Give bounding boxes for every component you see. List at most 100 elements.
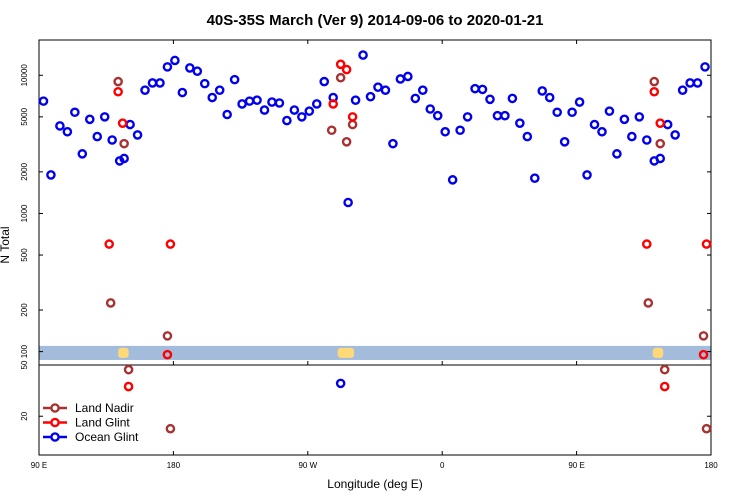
ocean-glint-point (259, 105, 270, 115)
ocean-glint-point (289, 105, 300, 115)
y-upper-tick-label: 2000 (20, 162, 29, 180)
land-glint-point (649, 86, 660, 97)
ocean-glint-point (432, 110, 443, 121)
land-nadir-point (649, 76, 660, 87)
ocean-glint-point (627, 131, 637, 142)
ocean-glint-point (319, 76, 330, 87)
ocean-glint-point (46, 170, 56, 180)
ocean-glint-point (350, 95, 361, 106)
ocean-glint-point (185, 63, 195, 73)
plot-area: 90 E 180 90 W 0 90 E 180 100 200 500 1000 2000 5000… (20, 39, 718, 470)
y-upper-tick-label: 10000 (20, 64, 29, 87)
land-glint-point (117, 118, 128, 128)
ocean-glint-point (507, 93, 518, 104)
ocean-glint-point (214, 85, 225, 95)
ocean-glint-point (425, 104, 436, 114)
legend-label-1: Land Glint (75, 416, 130, 430)
ocean-glint-point (552, 107, 562, 118)
land-nadir-point (698, 331, 709, 341)
land-nadir-point (326, 125, 337, 136)
legend-label-2: Ocean Glint (75, 430, 139, 444)
land-marker-0 (118, 347, 129, 358)
ocean-glint-point (132, 130, 143, 140)
y-upper-tick-label: 200 (20, 303, 29, 317)
land-marker-2 (652, 347, 664, 358)
x-tick-label: 90 W (298, 461, 317, 470)
y-upper-tick-label: 500 (20, 248, 29, 262)
x-tick-label: 90 E (568, 461, 584, 470)
legend-label-0: Land Nadir (75, 401, 134, 415)
y-upper-tick-label: 100 (20, 344, 29, 358)
ocean-glint-point (62, 126, 73, 137)
x-tick-label: 0 (440, 461, 445, 470)
ocean-glint-point (692, 78, 703, 88)
ocean-glint-point (440, 126, 450, 137)
ocean-glint-point (470, 83, 480, 94)
ocean-glint-point (670, 130, 680, 140)
ocean-glint-point (358, 50, 368, 60)
legend-marker-0 (50, 403, 60, 413)
land-nadir-point (105, 298, 116, 308)
ocean-glint-point (177, 87, 188, 98)
land-glint-point (162, 349, 173, 360)
ocean-glint-point (582, 170, 592, 180)
ocean-glint-point (55, 121, 65, 131)
land-nadir-point (347, 119, 358, 130)
land-nadir-point (659, 364, 670, 375)
ocean-glint-point (612, 149, 622, 159)
ocean-glint-point (304, 106, 315, 116)
ocean-glint-point (267, 97, 277, 107)
ocean-glint-point (529, 173, 540, 183)
land-nadir-point (119, 138, 129, 149)
ocean-glint-point (147, 78, 158, 88)
ocean-glint-point (544, 92, 555, 103)
ocean-glint-point (107, 135, 117, 145)
ocean-glint-point (207, 92, 218, 103)
ocean-glint-point (244, 96, 255, 106)
ocean-glint-point (677, 85, 688, 95)
ocean-glint-point (522, 131, 533, 142)
ocean-glint-point (373, 82, 383, 92)
land-glint-point (347, 112, 358, 122)
land-glint-point (123, 381, 134, 392)
land-marker-1 (337, 347, 355, 358)
land-glint-point (341, 64, 352, 75)
ocean-glint-point (125, 119, 135, 130)
ocean-glint-point (567, 107, 577, 118)
y-lower-tick-label: 20 (20, 411, 29, 420)
ocean-glint-point (619, 114, 630, 125)
ocean-glint-point (492, 110, 503, 121)
ocean-glint-point (77, 149, 88, 159)
ocean-glint-point (589, 119, 600, 130)
ocean-glint-point (388, 138, 398, 149)
land-nadir-point (165, 423, 176, 434)
land-nadir-point (701, 423, 712, 434)
ocean-glint-point (199, 78, 210, 89)
ocean-glint-point (559, 136, 570, 147)
lower-panel-frame (38, 364, 712, 456)
ocean-glint-point (70, 107, 80, 118)
reference-band (39, 345, 711, 360)
legend-marker-2 (50, 432, 60, 442)
land-glint-point (328, 99, 338, 109)
ocean-glint-point (515, 118, 525, 128)
land-glint-point (655, 118, 666, 128)
y-upper-tick-label: 1000 (20, 204, 29, 222)
ocean-glint-point (395, 74, 406, 84)
ocean-glint-point (447, 175, 458, 185)
ocean-glint-point (222, 109, 232, 120)
land-glint-point (659, 381, 670, 392)
ocean-glint-point (119, 153, 129, 164)
ocean-glint-point (685, 78, 695, 88)
chart-title: 40S-35S March (Ver 9) 2014-09-06 to 2020… (207, 12, 544, 29)
land-nadir-point (335, 72, 346, 83)
ocean-glint-point (274, 98, 285, 108)
x-tick-label: 90 E (31, 461, 47, 470)
ocean-glint-point (237, 99, 247, 109)
ocean-glint-point (477, 84, 488, 95)
ocean-glint-point (38, 96, 49, 106)
ocean-glint-point (155, 78, 165, 88)
ocean-glint-point (597, 126, 607, 137)
ocean-glint-point (84, 114, 95, 125)
